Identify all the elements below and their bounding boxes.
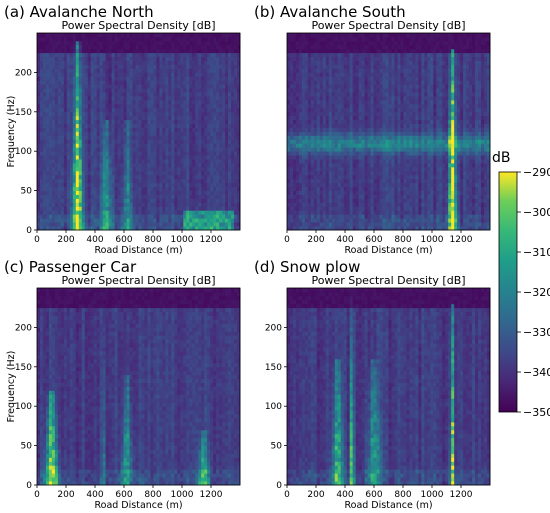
x-tick-label: 1200 [200, 490, 223, 500]
x-tick-label: 200 [57, 490, 74, 500]
plot-frame [286, 287, 491, 486]
x-tick-label: 200 [307, 235, 324, 245]
plot-frame [36, 32, 241, 231]
x-tick-label: 1200 [450, 490, 473, 500]
panel-title: (d) Snow plow [254, 258, 360, 276]
y-tick-label: 50 [21, 442, 33, 452]
x-tick-label: 600 [115, 490, 132, 500]
colorbar-tick-label: −320 [523, 286, 550, 299]
x-axis-label: Road Distance (m) [94, 500, 182, 511]
x-tick-label: 600 [365, 235, 382, 245]
colorbar-tick-label: −350 [523, 406, 550, 419]
x-tick-label: 800 [144, 235, 161, 245]
x-tick-label: 1000 [171, 235, 194, 245]
x-tick-label: 1000 [421, 490, 444, 500]
y-tick-label: 150 [265, 363, 282, 373]
colorbar-tick-label: −340 [523, 366, 550, 379]
colorbar-tick-label: −310 [523, 246, 550, 259]
y-axis-label: Frequency (Hz) [6, 96, 17, 168]
plot-title: Power Spectral Density [dB] [311, 19, 465, 32]
y-tick-label: 100 [15, 147, 32, 157]
y-tick-label: 200 [15, 323, 32, 333]
x-tick-label: 400 [86, 235, 103, 245]
x-tick-label: 1000 [421, 235, 444, 245]
colorbar: dB −290 −300 −310 −320 −330 −340 −350 [492, 150, 550, 419]
panel-title: (b) Avalanche South [254, 3, 406, 21]
x-tick-label: 600 [365, 490, 382, 500]
y-tick-label: 100 [265, 402, 282, 412]
colorbar-tick-label: −290 [523, 166, 550, 179]
y-tick-label: 200 [265, 323, 282, 333]
plot-frame [36, 287, 241, 486]
plot-frame [286, 32, 491, 231]
colorbar-label: dB [492, 150, 511, 166]
x-tick-label: 200 [57, 235, 74, 245]
y-tick-label: 0 [26, 481, 32, 491]
x-tick-label: 1200 [200, 235, 223, 245]
x-tick-label: 0 [34, 490, 40, 500]
heatmap [287, 33, 491, 231]
heatmap [37, 33, 241, 231]
y-tick-label: 50 [21, 187, 33, 197]
x-tick-label: 0 [34, 235, 40, 245]
y-tick-label: 150 [15, 363, 32, 373]
x-tick-label: 400 [336, 235, 353, 245]
x-tick-label: 800 [144, 490, 161, 500]
y-axis-label: Frequency (Hz) [6, 351, 17, 423]
panel-title: (c) Passenger Car [4, 258, 137, 276]
colorbar-tick-label: −330 [523, 326, 550, 339]
y-tick-label: 0 [26, 226, 32, 236]
y-tick-label: 50 [271, 442, 283, 452]
x-tick-label: 800 [394, 490, 411, 500]
panel-title: (a) Avalanche North [4, 3, 154, 21]
x-axis-label: Road Distance (m) [344, 500, 432, 511]
heatmap [287, 288, 491, 486]
x-axis-label: Road Distance (m) [344, 245, 432, 256]
y-tick-label: 0 [276, 481, 282, 491]
x-tick-label: 400 [336, 490, 353, 500]
y-tick-label: 150 [15, 108, 32, 118]
colorbar-tick-label: −300 [523, 206, 550, 219]
heatmap [37, 288, 241, 486]
x-tick-label: 1200 [450, 235, 473, 245]
colorbar-gradient [498, 171, 518, 413]
x-tick-label: 0 [284, 490, 290, 500]
x-tick-label: 400 [86, 490, 103, 500]
x-tick-label: 200 [307, 490, 324, 500]
y-tick-label: 200 [15, 68, 32, 78]
plot-title: Power Spectral Density [dB] [61, 274, 215, 287]
y-tick-label: 100 [15, 402, 32, 412]
x-tick-label: 1000 [171, 490, 194, 500]
plot-title: Power Spectral Density [dB] [311, 274, 465, 287]
x-tick-label: 600 [115, 235, 132, 245]
plot-title: Power Spectral Density [dB] [61, 19, 215, 32]
x-tick-label: 800 [394, 235, 411, 245]
x-axis-label: Road Distance (m) [94, 245, 182, 256]
x-tick-label: 0 [284, 235, 290, 245]
